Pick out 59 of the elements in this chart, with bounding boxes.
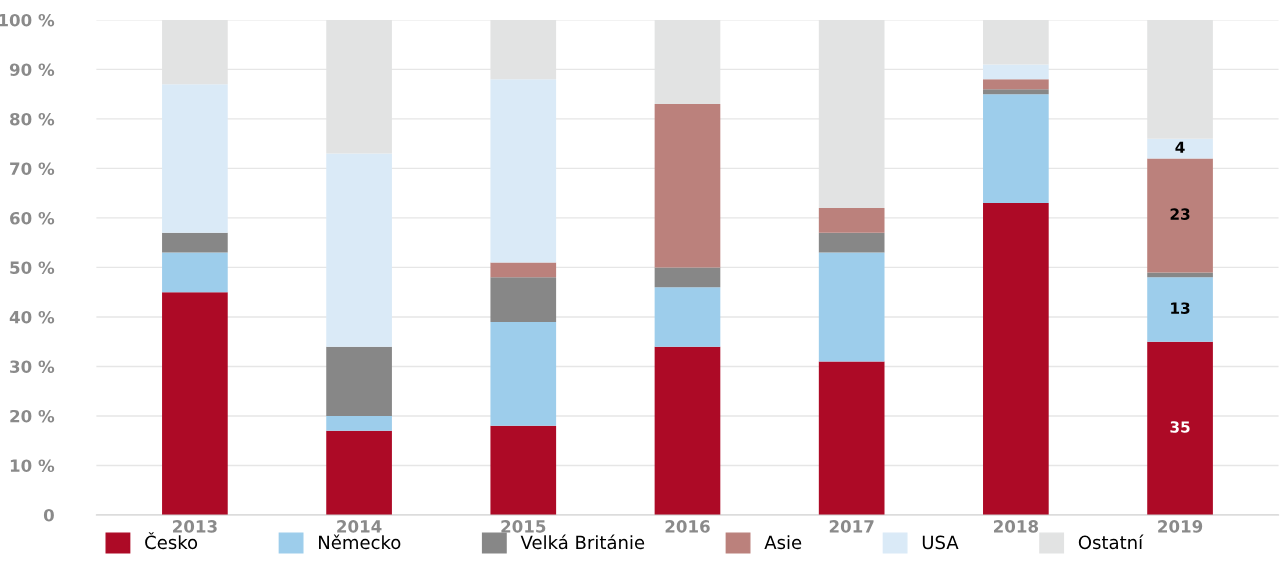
data-label: 23 [1170,208,1190,220]
bar [162,292,228,515]
y-tick-label: 0 [43,508,54,522]
legend-label: USA [922,535,959,550]
legend-label: Ostatní [1078,534,1144,550]
bar [818,232,885,253]
bar [162,232,228,253]
bar [490,79,557,263]
x-tick-label: 2016 [665,520,710,533]
bar [326,430,392,515]
bar [1147,277,1213,342]
legend-label: Česko [145,532,198,550]
y-tick-label: 70 % [10,162,55,175]
y-tick-label: 60 % [10,211,55,225]
bar [654,287,721,347]
x-tick-label: 2017 [829,520,874,533]
bar [818,252,885,362]
bar [490,277,557,322]
bar [818,208,885,233]
bar [326,346,392,416]
data-label: 35 [1170,421,1190,433]
legend-label: Německo [319,534,401,550]
bar [1147,158,1213,273]
bar [326,415,392,431]
bar [162,84,228,233]
bar [983,79,1049,90]
y-tick-label: 40 % [9,310,55,324]
y-tick-label: 10 % [10,459,55,473]
bar [490,262,557,278]
legend-label: Velká Británie [520,534,645,550]
y-tick-label: 20 % [10,409,55,423]
bar [654,104,721,268]
bar [162,252,228,293]
bar [818,361,885,515]
x-tick-label: 2019 [1158,520,1203,533]
legend-label: Asie [764,535,802,550]
bar [654,267,721,288]
bar [490,321,557,426]
bar [1147,341,1213,515]
bar [983,89,1049,95]
bar [983,94,1049,204]
x-tick-label: 2014 [337,520,382,533]
y-tick-label: 80 % [10,112,55,126]
bar [654,346,721,515]
bar [1147,272,1213,278]
x-tick-label: 2018 [993,520,1039,533]
y-tick-label: 100 % [0,13,55,27]
y-tick-label: 90 % [9,63,55,76]
data-label: 4 [1175,141,1185,153]
bar [983,203,1049,515]
x-tick-label: 2013 [173,520,217,533]
x-tick-label: 2015 [501,520,546,533]
bar [1147,138,1213,159]
bar [326,153,392,347]
bar [983,64,1049,80]
bar [490,425,557,515]
y-tick-label: 30 % [10,360,55,374]
y-tick-label: 50 % [10,261,55,274]
data-label: 13 [1171,302,1190,314]
